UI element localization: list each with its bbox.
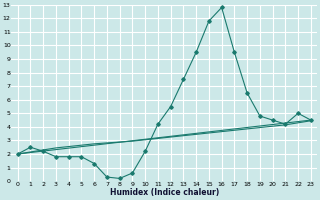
- X-axis label: Humidex (Indice chaleur): Humidex (Indice chaleur): [110, 188, 219, 197]
